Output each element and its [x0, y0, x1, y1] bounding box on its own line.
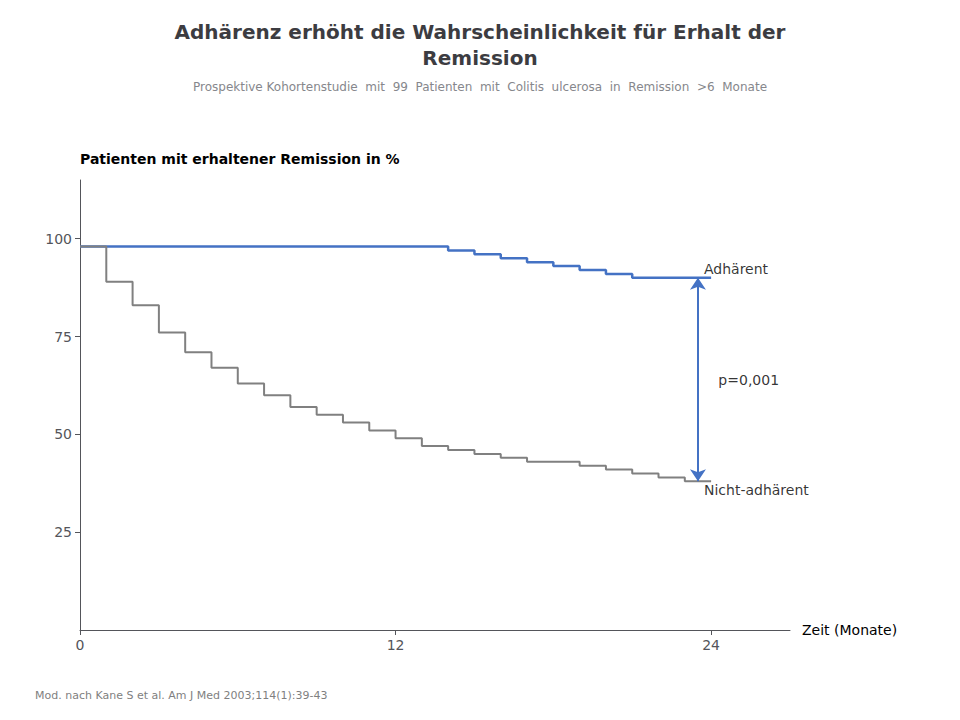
svg-text:Patienten mit erhaltener Remis: Patienten mit erhaltener Remission in % — [80, 151, 400, 167]
svg-text:24: 24 — [702, 637, 720, 653]
svg-text:Adhärent: Adhärent — [704, 261, 769, 277]
svg-text:100: 100 — [45, 231, 72, 247]
svg-text:Remission: Remission — [422, 46, 537, 70]
svg-text:Prospektive Kohortenstudie mi: Prospektive Kohortenstudie mit 99 Patien… — [193, 80, 767, 94]
svg-text:75: 75 — [54, 329, 72, 345]
svg-text:25: 25 — [54, 524, 72, 540]
svg-text:0: 0 — [76, 637, 85, 653]
svg-text:Adhärenz erhöht die Wahrschein: Adhärenz erhöht die Wahrscheinlichkeit f… — [175, 20, 786, 44]
svg-text:Zeit (Monate): Zeit (Monate) — [802, 622, 897, 638]
svg-text:50: 50 — [54, 426, 72, 442]
svg-text:12: 12 — [387, 637, 405, 653]
svg-text:Nicht-adhärent: Nicht-adhärent — [704, 482, 809, 498]
svg-text:Mod. nach Kane S et al. Am J M: Mod. nach Kane S et al. Am J Med 2003;11… — [35, 689, 327, 702]
svg-text:p=0,001: p=0,001 — [718, 372, 779, 388]
